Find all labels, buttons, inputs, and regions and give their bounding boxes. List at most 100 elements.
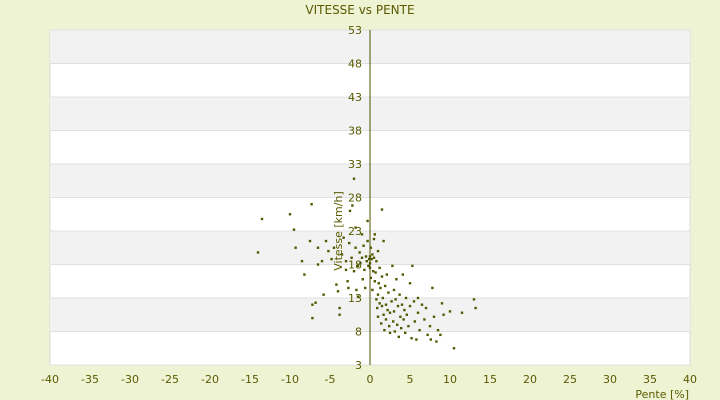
- data-point: [432, 315, 436, 318]
- data-point: [368, 255, 372, 258]
- data-point: [361, 278, 364, 281]
- data-point: [407, 324, 410, 328]
- data-point: [303, 273, 306, 276]
- data-point: [472, 298, 476, 301]
- x-tick-label: -10: [281, 373, 299, 386]
- data-point: [394, 298, 397, 301]
- data-point: [376, 306, 379, 310]
- x-tick-label: -30: [121, 373, 139, 386]
- y-tick-label: 28: [348, 192, 362, 205]
- data-point: [416, 296, 420, 300]
- data-point: [335, 283, 338, 286]
- data-point: [397, 335, 400, 339]
- data-point: [413, 320, 416, 323]
- data-point: [396, 323, 399, 326]
- data-point: [338, 306, 341, 310]
- data-point: [405, 313, 408, 316]
- data-point: [412, 300, 416, 303]
- data-point: [399, 315, 402, 318]
- x-tick-label: 0: [367, 373, 374, 386]
- data-point: [410, 337, 413, 340]
- data-point: [380, 208, 384, 211]
- data-point: [372, 237, 376, 241]
- x-tick-label: 25: [563, 373, 577, 386]
- data-point: [370, 257, 373, 261]
- data-point: [314, 301, 317, 304]
- data-point: [354, 226, 357, 229]
- data-point: [344, 268, 348, 272]
- data-point: [369, 246, 372, 249]
- data-point: [356, 295, 360, 298]
- data-point: [371, 253, 374, 256]
- y-tick-label: 53: [348, 24, 362, 37]
- data-point: [429, 338, 432, 341]
- data-point: [347, 286, 350, 290]
- data-point: [338, 313, 341, 316]
- data-point: [403, 308, 406, 312]
- data-point: [346, 280, 349, 283]
- data-point: [316, 263, 320, 266]
- data-point: [373, 233, 376, 236]
- data-point: [324, 239, 328, 243]
- data-point: [404, 296, 408, 300]
- data-point: [366, 239, 369, 243]
- data-point: [448, 310, 452, 313]
- data-point: [385, 273, 388, 276]
- data-point: [411, 264, 414, 268]
- data-point: [395, 278, 398, 281]
- data-point: [392, 288, 396, 292]
- data-point: [391, 264, 394, 268]
- x-tick-label: -25: [161, 373, 179, 386]
- data-point: [452, 347, 456, 350]
- data-point: [373, 280, 376, 283]
- data-point: [362, 244, 365, 247]
- x-tick-label: 5: [407, 373, 414, 386]
- data-point: [401, 273, 404, 276]
- data-point: [380, 275, 384, 278]
- data-point: [435, 340, 438, 343]
- data-point: [292, 228, 296, 231]
- data-point: [388, 331, 392, 335]
- x-tick-label: -20: [201, 373, 219, 386]
- data-point: [431, 286, 434, 290]
- x-axis-label: Pente [%]: [635, 388, 689, 400]
- data-point: [311, 316, 314, 320]
- data-point: [390, 300, 393, 303]
- data-point: [375, 298, 378, 301]
- data-point: [354, 246, 357, 249]
- data-point: [316, 246, 320, 249]
- data-point: [392, 320, 395, 323]
- data-point: [374, 271, 377, 274]
- y-tick-label: 48: [348, 58, 362, 71]
- data-point: [344, 259, 348, 263]
- y-tick-label: 13: [348, 292, 362, 305]
- data-point: [368, 261, 372, 265]
- data-point: [368, 266, 372, 270]
- data-point: [379, 286, 382, 290]
- data-point: [288, 213, 292, 216]
- data-points: [256, 177, 477, 350]
- data-point: [388, 311, 392, 314]
- data-point: [294, 246, 297, 249]
- x-tick-label: -35: [81, 373, 99, 386]
- data-point: [327, 249, 330, 253]
- data-point: [387, 291, 390, 294]
- data-point: [360, 233, 364, 236]
- chart-title: VITESSE vs PENTE: [305, 3, 414, 17]
- data-point: [400, 326, 403, 330]
- data-point: [360, 256, 364, 259]
- data-point: [355, 288, 358, 292]
- data-point: [388, 324, 391, 328]
- data-point: [332, 246, 336, 249]
- data-point: [380, 304, 384, 308]
- data-point: [320, 259, 324, 263]
- data-point: [311, 303, 314, 306]
- x-tick-label: 20: [523, 373, 537, 386]
- data-point: [442, 313, 445, 316]
- data-point: [300, 259, 304, 263]
- data-point: [416, 311, 420, 314]
- data-point: [386, 308, 389, 312]
- data-point: [384, 284, 387, 288]
